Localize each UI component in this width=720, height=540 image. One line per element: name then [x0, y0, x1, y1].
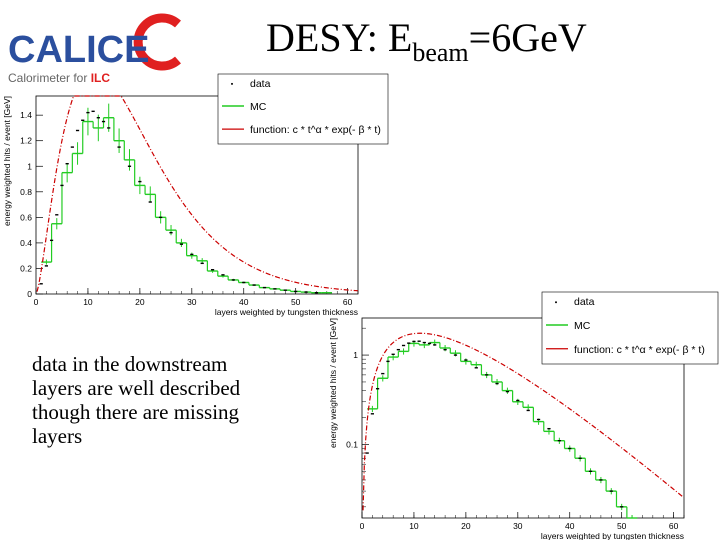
fit-curve	[36, 95, 358, 292]
x-tick-label: 50	[617, 521, 627, 531]
y-tick-label: 1.2	[20, 136, 32, 146]
y-axis-label: energy weighted hits / event [GeV]	[2, 96, 12, 226]
y-tick-label: 0.4	[20, 238, 32, 248]
x-tick-label: 60	[343, 297, 353, 307]
y-axis-label: energy weighted hits / event [GeV]	[328, 318, 338, 448]
legend-entry: MC	[250, 101, 267, 113]
y-tick-label: 0.1	[346, 439, 358, 449]
x-tick-label: 60	[669, 521, 679, 531]
legend-entry: data	[250, 78, 271, 90]
legend: data MC function: c * t^α * exp(- β * t)	[217, 73, 389, 145]
legend-frame	[541, 291, 719, 365]
caption-line: layers are well described	[32, 376, 241, 400]
x-tick-label: 10	[409, 521, 419, 531]
x-tick-label: 20	[135, 297, 145, 307]
y-tick-label: 0	[27, 289, 32, 299]
calice-logo: CALICE Calorimeter for ILC	[0, 0, 200, 90]
legend-frame	[217, 73, 389, 145]
y-tick-label: 1	[353, 350, 358, 360]
legend: data MC function: c * t^α * exp(- β * t)	[541, 291, 719, 365]
legend-entry: data	[574, 296, 595, 308]
y-tick-label: 0.2	[20, 263, 32, 273]
caption-line: layers	[32, 424, 83, 448]
legend-data-marker	[231, 82, 233, 85]
x-tick-label: 40	[565, 521, 575, 531]
linear-profile-chart: 0 10 20 30 40 50 60 0 0.2 0.4 0.6 0.8 1 1.2 1.4 layers …	[2, 73, 389, 317]
x-tick-label: 50	[291, 297, 301, 307]
y-tick-label: 0.8	[20, 187, 32, 197]
x-tick-label: 30	[187, 297, 197, 307]
logo-ring-icon	[133, 13, 181, 71]
x-axis-label: layers weighted by tungsten thickness	[215, 307, 358, 317]
legend-entry: function: c * t^α * exp(- β * t)	[574, 344, 705, 356]
y-tick-label: 0.6	[20, 212, 32, 222]
x-axis-label: layers weighted by tungsten thickness	[541, 531, 684, 540]
legend-data-marker	[555, 301, 557, 304]
x-tick-label: 40	[239, 297, 249, 307]
legend-entry: function: c * t^α * exp(- β * t)	[250, 124, 381, 136]
y-tick-label: 1	[27, 161, 32, 171]
slide-title: DESY: Ebeam=6GeV	[266, 15, 587, 67]
slide-caption: data in the downstream layers are well d…	[32, 352, 282, 448]
x-tick-label: 30	[513, 521, 523, 531]
legend-entry: MC	[574, 320, 591, 332]
x-tick-label: 0	[34, 297, 39, 307]
x-tick-label: 10	[83, 297, 93, 307]
y-tick-label: 1.4	[20, 110, 32, 120]
logo-tagline: Calorimeter for ILC	[8, 71, 110, 85]
x-tick-label: 20	[461, 521, 471, 531]
caption-line: though there are missing	[32, 400, 240, 424]
log-profile-chart: 0 10 20 30 40 50 60 0.1 1 layers weighted by tung…	[328, 291, 719, 540]
x-tick-label: 0	[360, 521, 365, 531]
logo-wordmark: CALICE	[8, 29, 149, 71]
caption-line: data in the downstream	[32, 352, 228, 376]
